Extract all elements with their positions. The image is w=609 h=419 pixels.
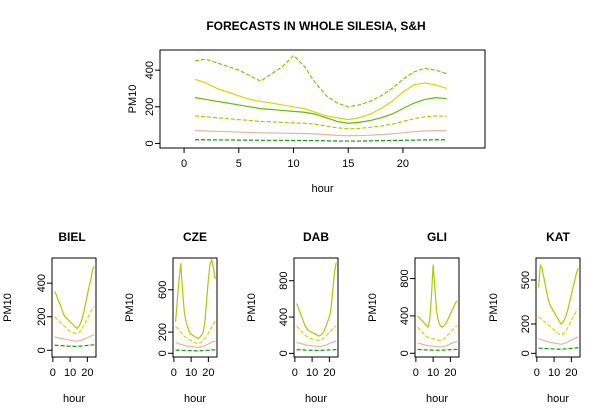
chart-title: DAB [303, 230, 329, 244]
x-tick-label: 20 [444, 367, 456, 379]
x-tick-label: 20 [565, 367, 577, 379]
x-tick-label: 10 [287, 158, 299, 170]
y-tick-label: 400 [144, 61, 156, 79]
x-axis-label: hour [311, 183, 333, 195]
x-tick-label: 10 [64, 367, 76, 379]
y-tick-label: 400 [278, 308, 290, 326]
chart-title: BIEL [58, 230, 85, 244]
series-line [538, 336, 579, 345]
series-line [54, 266, 95, 330]
y-axis-label: PM10 [124, 293, 136, 322]
series-line [194, 115, 447, 130]
x-tick-label: 10 [185, 367, 197, 379]
y-tick-label: 200 [144, 98, 156, 116]
chart-title: CZE [183, 230, 207, 244]
x-axis-label: hour [184, 393, 206, 405]
x-tick-label: 0 [534, 367, 540, 379]
y-tick-label: 0 [157, 350, 169, 356]
x-tick-label: 0 [50, 367, 56, 379]
series-line [194, 129, 447, 137]
y-axis-label: PM10 [488, 293, 500, 322]
y-tick-label: 500 [520, 271, 532, 289]
y-tick-label: 0 [36, 347, 48, 353]
y-tick-label: 400 [399, 307, 411, 325]
x-axis-label: hour [547, 393, 569, 405]
x-tick-label: 0 [413, 367, 419, 379]
x-tick-label: 15 [342, 158, 354, 170]
x-tick-label: 0 [181, 158, 187, 170]
x-tick-label: 10 [548, 367, 560, 379]
x-tick-label: 5 [236, 158, 242, 170]
y-tick-label: 600 [157, 281, 169, 299]
series-line [195, 139, 447, 142]
y-axis-label: PM10 [2, 293, 14, 322]
series-line [54, 334, 95, 342]
series-line [175, 340, 216, 348]
y-tick-label: 400 [36, 274, 48, 292]
x-tick-label: 20 [81, 367, 93, 379]
series-line [296, 262, 337, 337]
series-line [175, 321, 216, 345]
x-axis-label: hour [426, 393, 448, 405]
series-line [296, 340, 337, 348]
y-tick-label: 0 [278, 350, 290, 356]
x-axis-label: hour [63, 393, 85, 405]
x-tick-label: 0 [292, 367, 298, 379]
chart-title: KAT [546, 230, 570, 244]
x-tick-label: 10 [306, 367, 318, 379]
x-axis-label: hour [305, 393, 327, 405]
series-line [417, 325, 458, 342]
series-line [194, 54, 447, 108]
series-line [417, 348, 458, 351]
series-line [54, 344, 95, 348]
y-tick-label: 0 [399, 350, 411, 356]
series-line [194, 78, 447, 121]
y-axis-label: PM10 [367, 293, 379, 322]
y-tick-label: 0 [144, 140, 156, 146]
plot-box [51, 257, 97, 358]
y-tick-label: 200 [520, 315, 532, 333]
y-tick-label: 200 [157, 323, 169, 341]
series-line [174, 258, 216, 340]
series-line [537, 263, 579, 325]
y-axis-label: PM10 [246, 293, 258, 322]
y-axis-label: PM10 [127, 85, 139, 114]
y-tick-label: 800 [278, 272, 290, 290]
series-line [54, 306, 95, 335]
series-line [538, 308, 579, 336]
plot-box [172, 257, 218, 358]
plot-box [159, 49, 486, 149]
series-line [296, 325, 337, 342]
x-tick-label: 20 [323, 367, 335, 379]
series-line [175, 349, 216, 352]
y-tick-label: 800 [399, 269, 411, 287]
plot-box [293, 257, 339, 358]
chart-title: FORECASTS IN WHOLE SILESIA, S&H [206, 19, 425, 33]
series-line [538, 347, 579, 350]
series-line [296, 349, 337, 352]
y-tick-label: 0 [520, 350, 532, 356]
plot-box [414, 257, 460, 358]
x-tick-label: 20 [397, 158, 409, 170]
x-tick-label: 20 [202, 367, 214, 379]
series-line [417, 264, 458, 329]
x-tick-label: 0 [171, 367, 177, 379]
chart-title: GLI [427, 230, 447, 244]
x-tick-label: 10 [427, 367, 439, 379]
series-line [194, 97, 447, 124]
plot-box [535, 257, 581, 358]
y-tick-label: 200 [36, 308, 48, 326]
series-line [417, 341, 458, 348]
